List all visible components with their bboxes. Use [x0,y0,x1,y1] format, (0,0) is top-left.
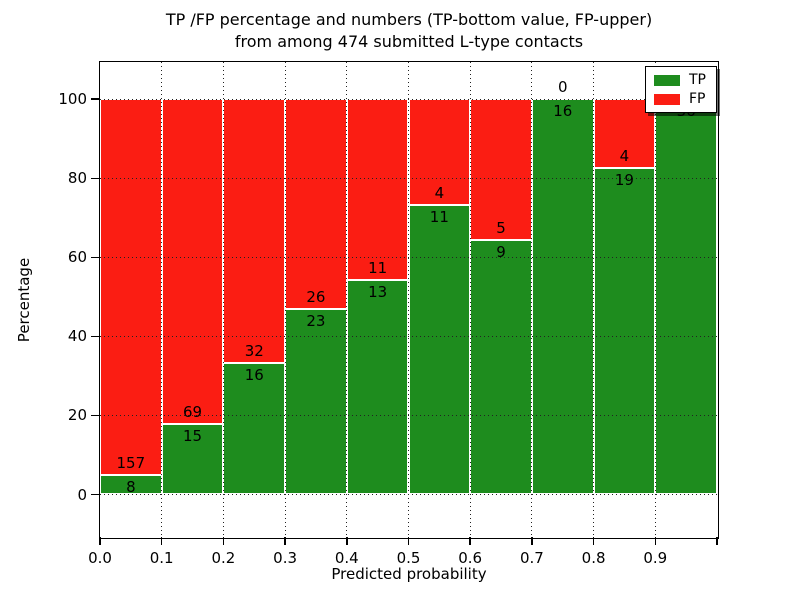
tp-count-label: 19 [614,170,634,189]
x-tick-label-0.5: 0.5 [396,549,421,567]
tp-count-label: 9 [496,243,506,262]
tp-count-label: 13 [368,283,388,302]
fp-count-label: 11 [368,259,388,278]
legend: TP FP [645,66,717,113]
y-tick-label-0: 0 [77,485,87,504]
y-tickmark-0 [91,493,99,496]
legend-item-tp: TP [654,73,708,87]
tp-count-label: 15 [182,426,203,445]
fp-count-label: 5 [496,219,506,238]
x-tickmark-5 [407,537,410,545]
tp-bar-segment [531,99,594,495]
fp-count-label: 4 [434,183,445,202]
fp-bar-segment [285,99,347,309]
x-tick-label-0.7: 0.7 [519,549,544,567]
tp-count-label: 11 [429,207,449,226]
x-tickmark-2 [222,537,225,545]
x-gridline-9 [654,62,656,537]
fp-bar-segment [408,99,471,205]
x-gridline-1 [161,62,163,537]
y-tick-label-20: 20 [67,406,87,425]
x-tick-label-0.4: 0.4 [334,549,359,567]
y-tick-label-100: 100 [58,90,87,109]
x-tickmark-10 [716,537,718,545]
x-tickmark-1 [160,537,163,545]
fp-legend-swatch [654,93,680,105]
chart-title-line2: from among 474 submitted L-type contacts [234,32,584,51]
chart-title: TP /FP percentage and numbers (TP-bottom… [100,9,718,53]
y-tick-label-80: 80 [67,169,87,188]
fp-count-label: 32 [244,341,264,360]
tp-legend-label: TP [689,72,706,88]
tp-bar-segment [408,204,471,495]
x-tickmark-6 [469,537,471,545]
x-tickmark-7 [531,537,533,545]
fp-bar-segment [223,99,286,363]
y-axis-label: Percentage [15,257,33,343]
y-tick-label-40: 40 [67,327,87,346]
y-tickmark-100 [91,98,99,100]
x-tickmark-4 [346,537,348,545]
x-axis-label: Predicted probability [331,565,487,583]
x-tickmark-9 [654,537,657,545]
x-tick-label-0.0: 0.0 [88,549,112,567]
fp-bar-segment [100,99,162,476]
x-tick-label-0.3: 0.3 [273,549,298,567]
x-tick-label-0.6: 0.6 [458,549,483,567]
tp-bar-segment [161,423,224,495]
x-gridline-6 [469,62,471,537]
x-gridline-2 [222,62,224,537]
fp-count-label: 4 [619,146,630,165]
plot-area: 0 20 40 60 80 100 0.0 0.1 0.2 0.3 0.4 0.5 0.6 0.7 0.8 0… [58,61,719,567]
tp-bar-segment [593,167,656,495]
tp-count-label: 16 [244,365,264,384]
y-tickmark-40 [91,335,99,338]
tp-count-label: 8 [126,478,136,497]
x-tick-label-0.9: 0.9 [643,549,668,567]
y-tick-label-60: 60 [67,248,87,267]
fp-bar-segment [346,99,409,281]
fp-bar-segment [161,99,224,424]
tp-bar-segment [223,362,286,495]
x-gridline-5 [408,62,409,537]
chart-title-line1: TP /FP percentage and numbers (TP-bottom… [165,10,653,29]
tp-count-label: 16 [553,102,573,121]
x-gridline-8 [593,62,595,537]
x-gridline-4 [346,62,348,537]
fp-legend-label: FP [689,91,706,107]
x-gridline-7 [531,62,533,537]
tp-bar-segment [470,240,532,495]
x-tickmark-0 [99,537,101,545]
x-gridline-3 [284,62,286,537]
legend-item-fp: FP [654,92,708,106]
x-tick-label-0.8: 0.8 [581,549,606,567]
tp-bar-segment [285,308,347,495]
fp-count-label: 69 [182,402,203,421]
fp-count-label: 0 [557,78,568,97]
tp-legend-swatch [654,74,680,86]
fp-count-label: 157 [116,454,146,473]
y-tickmark-80 [91,177,99,179]
y-tickmark-60 [91,256,99,259]
x-tick-label-0.2: 0.2 [211,549,236,567]
y-tickmark-20 [91,414,99,417]
fp-count-label: 26 [306,287,326,306]
tp-count-label: 23 [306,311,326,330]
x-tick-label-0.1: 0.1 [149,549,174,567]
tp-bar-segment [655,99,717,495]
x-tickmark-8 [592,537,595,545]
tp-bar-segment [346,280,409,495]
x-tickmark-3 [284,537,286,545]
